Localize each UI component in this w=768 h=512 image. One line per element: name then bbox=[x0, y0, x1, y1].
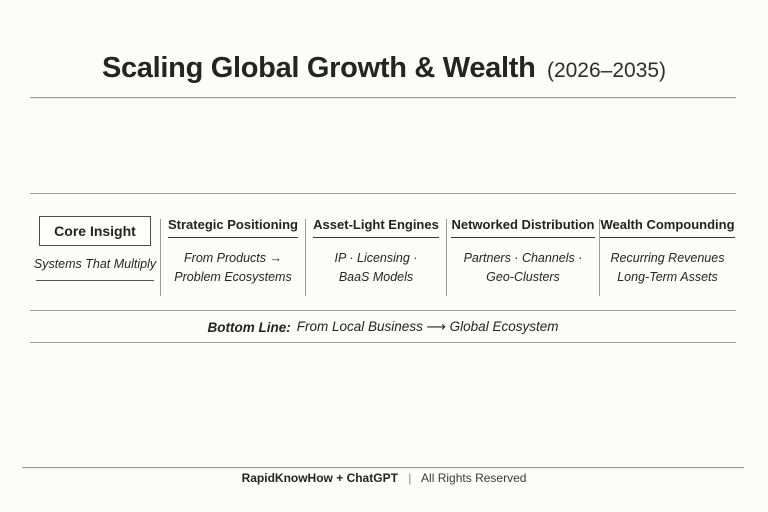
bottom-line-label: Bottom Line: bbox=[207, 319, 291, 335]
page-title-years: (2026–2035) bbox=[546, 59, 667, 82]
bottom-line-section: Bottom Line: From Local Business ⟶ Globa… bbox=[30, 312, 736, 343]
page-title-text: Scaling Global Growth & Wealth bbox=[101, 52, 536, 84]
page-title: Scaling Global Growth & Wealth (2026–203… bbox=[0, 52, 768, 85]
column-divider bbox=[446, 219, 447, 296]
column-body: Recurring Revenues Long-Term Assets bbox=[600, 249, 735, 287]
footer-divider bbox=[22, 467, 744, 468]
column-divider bbox=[160, 219, 161, 296]
column-header: Strategic Positioning bbox=[167, 217, 298, 238]
column-divider bbox=[599, 219, 600, 296]
column-networked-distribution: Networked Distribution Partners · Channe… bbox=[447, 194, 599, 310]
column-body-line: Geo-Clusters bbox=[486, 270, 560, 284]
column-body-line: IP · Licensing · bbox=[334, 251, 418, 265]
core-insight-underline bbox=[36, 280, 154, 281]
footer-brand: RapidKnowHow + ChatGPT bbox=[241, 471, 398, 485]
core-insight-body: Systems That Multiply bbox=[33, 257, 157, 271]
column-body: Partners · Channels · Geo-Clusters bbox=[447, 249, 599, 287]
column-strategic-positioning: Strategic Positioning From Products → Pr… bbox=[161, 194, 305, 310]
column-header: Wealth Compounding bbox=[600, 217, 735, 238]
column-body-line: From Products → bbox=[184, 251, 282, 265]
column-body: IP · Licensing · BaaS Models bbox=[306, 249, 446, 287]
core-insight-box: Core Insight bbox=[39, 216, 151, 246]
column-header: Asset-Light Engines bbox=[313, 217, 439, 238]
column-body-line: Partners · Channels · bbox=[463, 251, 583, 265]
column-body-line: BaaS Models bbox=[338, 270, 414, 284]
columns-section: Core Insight Systems That Multiply Strat… bbox=[30, 193, 736, 311]
column-wealth-compounding: Wealth Compounding Recurring Revenues Lo… bbox=[600, 194, 735, 310]
column-divider bbox=[305, 219, 306, 296]
title-divider bbox=[30, 97, 736, 98]
column-body-line: Recurring Revenues bbox=[610, 251, 725, 265]
column-asset-light-engines: Asset-Light Engines IP · Licensing · Baa… bbox=[306, 194, 446, 310]
column-body-line: Problem Ecosystems bbox=[174, 270, 292, 284]
bottom-line-text: From Local Business ⟶ Global Ecosystem bbox=[296, 319, 559, 334]
footer-rights: All Rights Reserved bbox=[421, 471, 527, 485]
footer: RapidKnowHow + ChatGPT | All Rights Rese… bbox=[0, 471, 768, 485]
column-core-insight: Core Insight Systems That Multiply bbox=[30, 194, 160, 310]
column-header: Networked Distribution bbox=[451, 217, 595, 238]
footer-separator: | bbox=[408, 471, 412, 485]
column-body: From Products → Problem Ecosystems bbox=[161, 249, 305, 287]
column-body-line: Long-Term Assets bbox=[617, 270, 718, 284]
